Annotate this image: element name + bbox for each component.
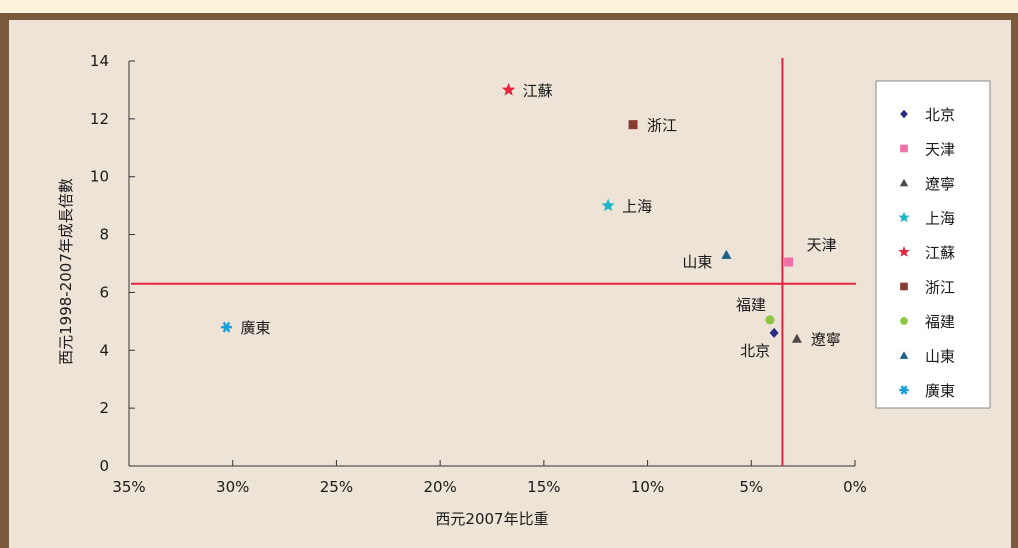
point-label-1: 天津 <box>807 236 837 254</box>
point-label-6: 福建 <box>736 296 766 314</box>
point-7 <box>721 249 732 259</box>
legend-marker-1 <box>900 144 908 153</box>
legend-label-0: 北京 <box>925 106 955 124</box>
point-label-0: 北京 <box>740 342 770 360</box>
y-tick-label: 0 <box>99 457 109 475</box>
legend-box <box>875 80 991 409</box>
point-label-4: 江蘇 <box>523 82 553 100</box>
y-tick-label: 10 <box>90 168 109 186</box>
y-tick-label: 14 <box>90 52 109 70</box>
legend-marker-7 <box>899 351 909 359</box>
legend-label-6: 福建 <box>925 313 955 331</box>
legend-label-2: 遼寧 <box>925 175 955 193</box>
point-4 <box>501 82 516 96</box>
x-axis-label: 西元2007年比重 <box>435 510 548 528</box>
legend-marker-2 <box>899 178 909 187</box>
legend-label-8: 廣東 <box>925 382 955 400</box>
point-label-8: 廣東 <box>240 319 270 337</box>
axes: 0 2 4 6 8 10 12 14 35% 30% 25% 20% 15% 10% 5% 0% <box>90 52 867 496</box>
legend-marker-3 <box>898 211 910 223</box>
x-tick-label: 30% <box>216 478 249 496</box>
point-3 <box>601 198 615 212</box>
x-tick-label: 25% <box>320 478 353 496</box>
y-tick-label: 6 <box>99 283 109 301</box>
point-0 <box>769 327 779 338</box>
point-label-2: 遼寧 <box>811 331 841 349</box>
point-label-7: 山東 <box>682 253 712 271</box>
chart-frame <box>0 13 1018 548</box>
legend-marker-4 <box>898 246 910 257</box>
legend-label-7: 山東 <box>925 348 955 366</box>
y-tick-label: 8 <box>99 226 109 244</box>
point-1 <box>784 257 794 267</box>
reference-lines <box>131 58 856 466</box>
point-6 <box>765 315 775 325</box>
legend-label-1: 天津 <box>925 141 955 159</box>
legend-label-3: 上海 <box>925 210 955 228</box>
y-tick-label: 4 <box>99 341 109 359</box>
point-label-5: 浙江 <box>647 117 677 135</box>
x-tick-label: 15% <box>527 478 560 496</box>
legend-marker-8 <box>899 385 909 395</box>
point-5 <box>628 120 638 130</box>
x-tick-label: 0% <box>843 478 867 496</box>
point-8 <box>220 321 232 333</box>
legend-label-4: 江蘇 <box>925 244 955 262</box>
x-tick-label: 20% <box>423 478 456 496</box>
y-axis-label: 西元1998-2007年成長倍數 <box>57 178 75 365</box>
legend-marker-6 <box>900 317 908 325</box>
legend-marker-5 <box>900 282 908 291</box>
x-tick-label: 35% <box>112 478 145 496</box>
y-tick-label: 12 <box>90 110 109 128</box>
point-label-3: 上海 <box>622 198 652 216</box>
legend-marker-0 <box>900 109 908 119</box>
y-tick-label: 2 <box>99 399 109 417</box>
legend-label-5: 浙江 <box>925 279 955 297</box>
x-tick-label: 10% <box>631 478 664 496</box>
data-points <box>220 82 802 343</box>
x-tick-label: 5% <box>739 478 763 496</box>
point-2 <box>791 333 802 343</box>
